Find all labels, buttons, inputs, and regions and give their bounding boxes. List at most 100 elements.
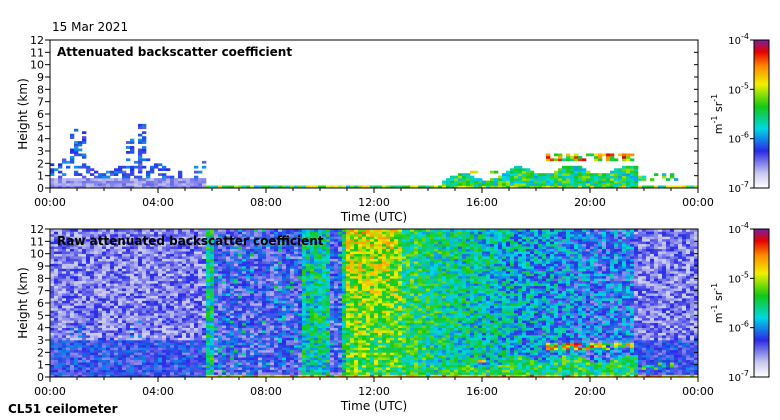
- heatmap-cell: [150, 231, 155, 235]
- heatmap-cell: [138, 352, 143, 356]
- heatmap-cell: [174, 295, 179, 299]
- heatmap-cell: [90, 327, 95, 331]
- heatmap-cell: [182, 303, 187, 306]
- heatmap-cell: [298, 320, 303, 324]
- heatmap-cell: [290, 256, 295, 259]
- heatmap-cell: [134, 320, 139, 324]
- heatmap-cell: [622, 155, 627, 159]
- heatmap-cell: [246, 253, 251, 257]
- heatmap-cell: [238, 278, 243, 282]
- heatmap-cell: [126, 258, 131, 262]
- heatmap-cell: [50, 283, 55, 287]
- heatmap-cell: [94, 349, 99, 353]
- heatmap-cell: [214, 185, 219, 189]
- heatmap-cell: [82, 248, 87, 252]
- y-tick-label: 0: [37, 182, 44, 195]
- heatmap-cell: [114, 357, 119, 361]
- heatmap-cell: [254, 231, 259, 235]
- heatmap-cell: [310, 229, 315, 232]
- heatmap-cell: [98, 243, 103, 247]
- heatmap-cell: [158, 372, 163, 375]
- heatmap-cell: [66, 248, 71, 252]
- heatmap-cell: [142, 231, 147, 235]
- heatmap-cell: [122, 236, 127, 240]
- heatmap-cell: [430, 185, 435, 189]
- heatmap-cell: [142, 165, 147, 169]
- heatmap-cell: [310, 305, 315, 309]
- heatmap-cell: [282, 332, 287, 336]
- heatmap-cell: [206, 280, 211, 284]
- heatmap-cell: [286, 233, 291, 237]
- heatmap-cell: [282, 362, 287, 365]
- heatmap-cell: [250, 335, 255, 338]
- heatmap-cell: [298, 229, 303, 232]
- heatmap-cell: [210, 369, 215, 373]
- heatmap-cell: [158, 332, 163, 336]
- heatmap-cell: [122, 374, 127, 378]
- heatmap-cell: [110, 310, 115, 314]
- heatmap-cell: [94, 288, 99, 291]
- heatmap-cell: [310, 337, 315, 341]
- heatmap-cell: [302, 236, 307, 240]
- heatmap-cell: [594, 178, 599, 181]
- heatmap-cell: [190, 256, 195, 259]
- heatmap-cell: [146, 364, 151, 368]
- heatmap-cell: [598, 155, 603, 159]
- heatmap-cell: [170, 246, 175, 250]
- heatmap-cell: [302, 251, 307, 254]
- heatmap-cell: [238, 236, 243, 240]
- heatmap-cell: [158, 312, 163, 316]
- heatmap-cell: [150, 344, 155, 348]
- heatmap-cell: [290, 352, 295, 356]
- heatmap-cell: [314, 251, 319, 254]
- heatmap-cell: [114, 359, 119, 363]
- heatmap-cell: [142, 335, 147, 338]
- heatmap-cell: [90, 168, 95, 172]
- heatmap-cell: [74, 146, 79, 149]
- heatmap-cell: [314, 344, 319, 348]
- heatmap-cell: [210, 362, 215, 365]
- heatmap-cell: [314, 315, 319, 319]
- heatmap-cell: [82, 263, 87, 267]
- heatmap-cell: [162, 285, 167, 289]
- heatmap-cell: [278, 238, 283, 242]
- heatmap-cell: [110, 180, 115, 184]
- heatmap-cell: [146, 340, 151, 343]
- heatmap-cell: [182, 261, 187, 264]
- heatmap-cell: [262, 344, 267, 348]
- heatmap-cell: [98, 261, 103, 264]
- heatmap-cell: [314, 369, 319, 373]
- heatmap-cell: [270, 290, 275, 294]
- heatmap-cell: [178, 298, 183, 301]
- heatmap-cell: [142, 158, 147, 162]
- heatmap-cell: [242, 268, 247, 272]
- heatmap-cell: [58, 317, 63, 321]
- heatmap-cell: [154, 300, 159, 304]
- heatmap-cell: [82, 283, 87, 287]
- heatmap-cell: [162, 327, 167, 331]
- heatmap-cell: [214, 359, 219, 363]
- heatmap-cell: [138, 165, 143, 169]
- heatmap-cell: [146, 347, 151, 351]
- heatmap-cell: [162, 233, 167, 237]
- plot-area: [50, 40, 698, 188]
- heatmap-cell: [302, 263, 307, 267]
- heatmap-cell: [178, 293, 183, 296]
- heatmap-cell: [202, 315, 207, 319]
- heatmap-cell: [86, 352, 91, 356]
- heatmap-cell: [202, 325, 207, 328]
- heatmap-cell: [74, 320, 79, 324]
- heatmap-cell: [322, 327, 327, 331]
- heatmap-cell: [274, 317, 279, 321]
- heatmap-cell: [178, 322, 183, 326]
- heatmap-cell: [218, 367, 223, 370]
- heatmap-cell: [298, 266, 303, 269]
- heatmap-cell: [258, 307, 263, 311]
- heatmap-cell: [234, 253, 239, 257]
- heatmap-cell: [298, 337, 303, 341]
- heatmap-cell: [190, 344, 195, 348]
- heatmap-cell: [258, 325, 263, 328]
- heatmap-cell: [442, 185, 447, 189]
- heatmap-cell: [178, 310, 183, 314]
- heatmap-cell: [294, 238, 299, 242]
